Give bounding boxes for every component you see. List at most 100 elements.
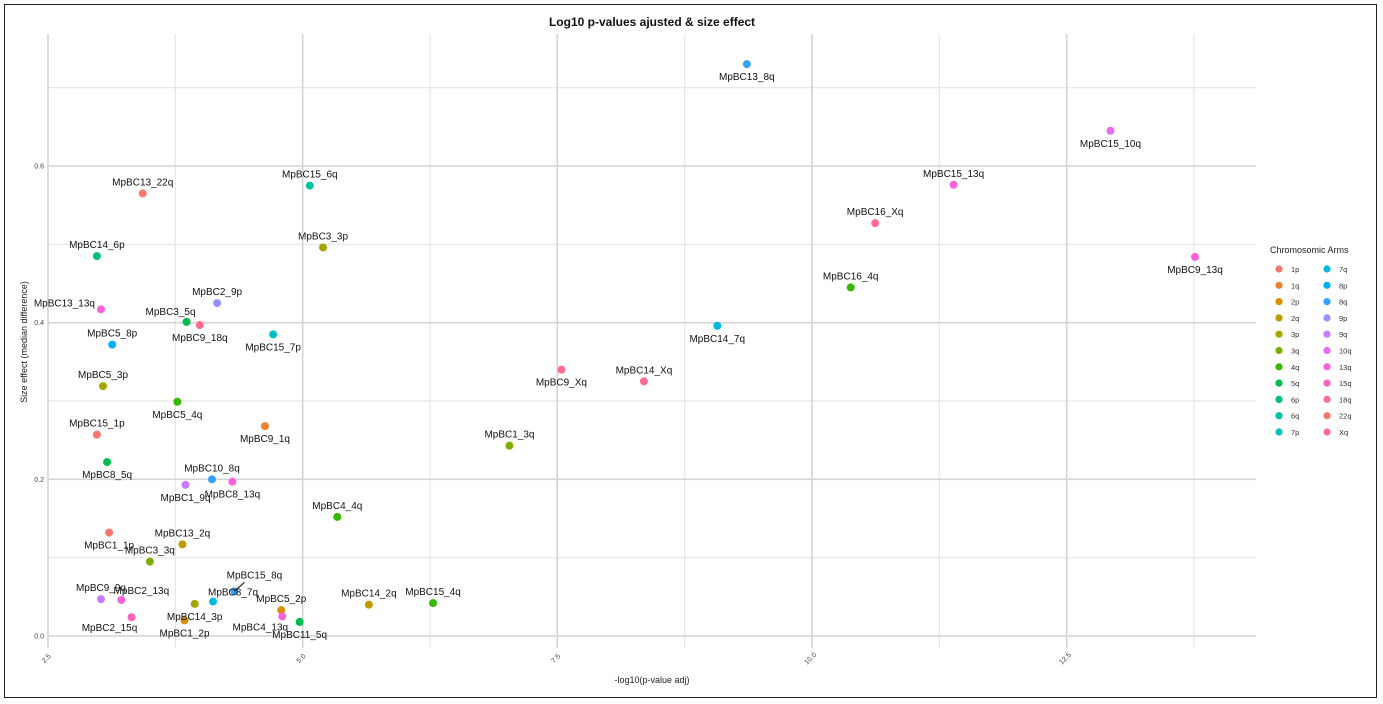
legend-swatch (1323, 298, 1331, 306)
data-point (557, 365, 566, 374)
legend-label: 22q (1339, 412, 1352, 421)
legend-label: 7q (1339, 265, 1347, 274)
label-leader-line (234, 581, 245, 592)
legend-label: 3q (1291, 347, 1299, 356)
legend-swatch (1275, 346, 1283, 355)
legend-swatch (1323, 363, 1331, 371)
x-axis-title: -log10(p-value adj) (614, 675, 689, 685)
data-point (92, 430, 101, 439)
point-label: MpBC14_7q (689, 334, 745, 345)
legend-title: Chromosomic Arms (1270, 245, 1349, 255)
point-label: MpBC2_15q (82, 623, 138, 634)
data-point (195, 321, 204, 330)
legend-swatch (1275, 395, 1283, 403)
data-points (92, 60, 1200, 626)
legend-label: 18q (1339, 395, 1352, 404)
data-point (742, 60, 751, 69)
legend-label: 5q (1291, 379, 1299, 388)
point-label: MpBC2_13q (114, 586, 170, 597)
point-label: MpBC5_4q (152, 410, 202, 421)
point-label: MpBC4_13q (232, 622, 288, 633)
point-label: MpBC16_Xq (847, 207, 904, 218)
data-point (178, 540, 187, 549)
data-point (127, 613, 136, 622)
point-label: MpBC8_5q (82, 470, 132, 481)
legend-label: 9q (1339, 330, 1347, 339)
point-label: MpBC15_7p (245, 342, 301, 353)
legend-swatch (1275, 412, 1283, 420)
data-point (949, 180, 958, 189)
point-label: MpBC1_2p (159, 628, 209, 639)
point-label: MpBC9_Xq (536, 378, 587, 389)
data-point (209, 597, 218, 606)
legend-label: 2q (1291, 314, 1299, 323)
legend-label: 4q (1291, 363, 1299, 372)
data-point (639, 377, 648, 386)
data-point (138, 189, 147, 198)
y-tick-label: 0.2 (34, 477, 44, 484)
point-label: MpBC14_6p (69, 240, 125, 251)
point-label: MpBC15_10q (1080, 139, 1141, 150)
x-tick-label: 10.0 (804, 652, 819, 667)
data-point (713, 321, 722, 330)
data-point (871, 219, 880, 228)
legend-label: 7p (1291, 428, 1299, 437)
data-point (364, 600, 373, 609)
point-label: MpBC15_6q (282, 170, 338, 181)
y-tick-label: 0.0 (34, 634, 44, 641)
data-point (295, 617, 304, 626)
data-point (173, 397, 182, 406)
legend-swatch (1323, 412, 1331, 420)
point-label: MpBC8_7q (208, 588, 258, 599)
data-point (333, 512, 342, 521)
x-tick-label: 12.5 (1058, 652, 1073, 667)
legend-swatch (1323, 346, 1331, 355)
legend-label: 1q (1291, 281, 1299, 290)
point-label: MpBC13_2q (155, 528, 211, 539)
point-label: MpBC3_3q (125, 546, 175, 557)
data-point (1106, 126, 1115, 135)
point-label: MpBC15_13q (923, 169, 984, 180)
data-point (278, 612, 287, 621)
legend-label: 1p (1291, 265, 1299, 274)
point-label: MpBC13_13q (34, 298, 95, 309)
legend-swatch (1323, 281, 1331, 289)
point-label: MpBC14_Xq (616, 365, 673, 376)
legend-swatch (1275, 265, 1283, 273)
data-point (846, 283, 855, 292)
data-point (1191, 252, 1200, 261)
y-tick-label: 0.6 (34, 164, 44, 171)
point-label: MpBC5_8p (87, 329, 137, 340)
point-label: MpBC13_22q (112, 177, 173, 188)
point-label: MpBC9_1q (240, 434, 290, 445)
data-point (92, 252, 101, 261)
data-point (190, 599, 199, 608)
point-label: MpBC1_9q (161, 493, 211, 504)
legend-swatch (1275, 298, 1283, 306)
legend-swatch (1275, 379, 1283, 387)
data-point (99, 382, 108, 391)
data-point (429, 599, 438, 608)
legend-label: 10q (1339, 347, 1352, 356)
legend-swatch (1323, 428, 1331, 436)
legend-label: 8q (1339, 298, 1347, 307)
legend-swatch (1275, 314, 1283, 322)
data-point (269, 330, 278, 339)
legend-label: 2p (1291, 298, 1299, 307)
data-point (103, 458, 112, 467)
legend-swatch (1323, 314, 1331, 322)
data-point (108, 340, 117, 349)
legend-swatch (1275, 428, 1283, 436)
data-point (228, 477, 237, 486)
legend-label: 8p (1339, 281, 1347, 290)
data-point (117, 595, 126, 604)
point-label: MpBC8_13q (205, 490, 261, 501)
y-axis-title: Size effect (median difference) (19, 281, 29, 403)
point-labels: MpBC13_8q MpBC15_10q MpBC15_6q MpBC15_13q Mp… (34, 72, 1223, 641)
point-label: MpBC3_5q (146, 307, 196, 318)
legend-swatch (1275, 363, 1283, 371)
legend-swatch (1323, 379, 1331, 387)
data-point (180, 616, 189, 625)
point-label: MpBC9_9q (76, 583, 126, 594)
point-label: MpBC1_3q (484, 430, 534, 441)
